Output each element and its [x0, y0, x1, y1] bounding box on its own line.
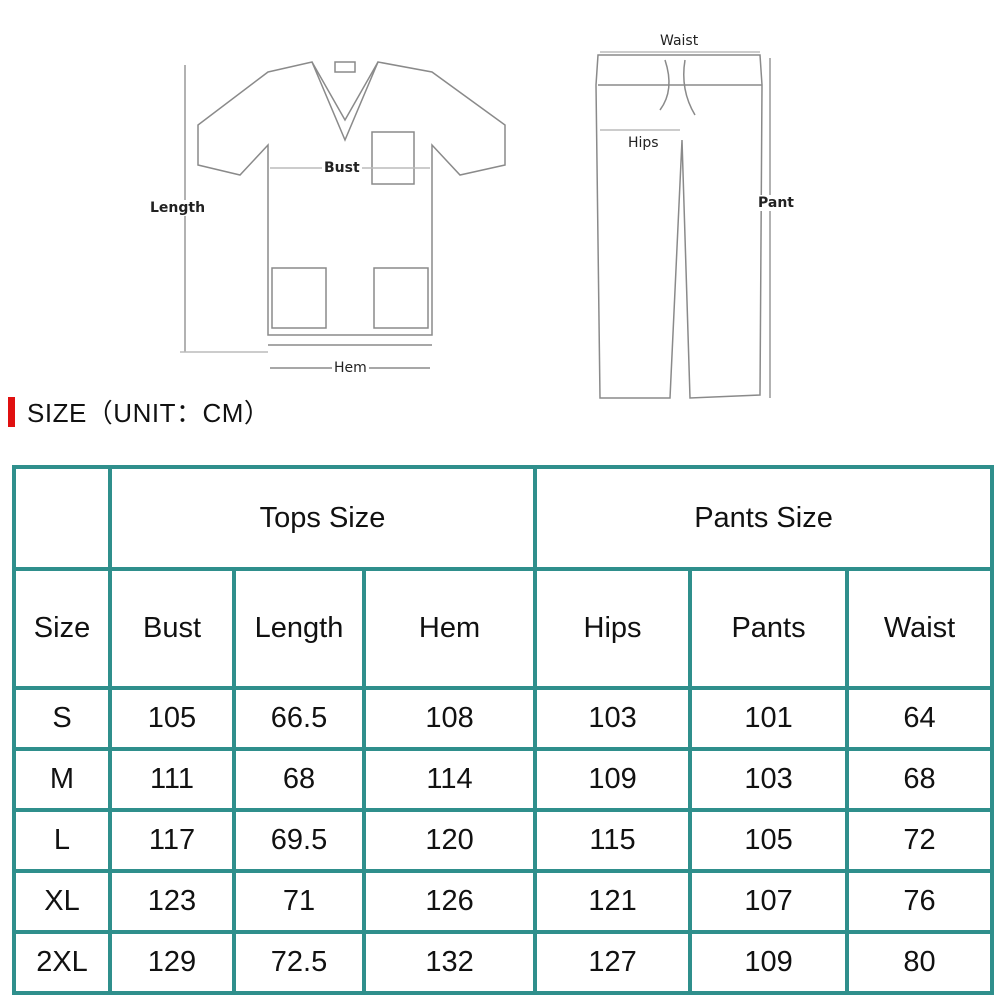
cell-bust: 129 — [108, 929, 236, 996]
size-table: Tops Size Pants Size Size Bust Length Hem Hi… — [12, 464, 995, 996]
size-title: SIZE（UNIT：CM） — [8, 393, 270, 430]
cell-waist: 72 — [845, 807, 995, 873]
pants-size-header: Pants Size — [533, 464, 995, 572]
cell-bust: 111 — [108, 746, 236, 812]
cell-pants: 109 — [688, 929, 850, 996]
cell-size: 2XL — [12, 929, 112, 996]
column-header-waist: Waist — [845, 567, 995, 690]
cell-bust: 117 — [108, 807, 236, 873]
cell-size: S — [12, 685, 112, 751]
column-header-hem: Hem — [361, 567, 538, 690]
cell-size: M — [12, 746, 112, 812]
cell-size: L — [12, 807, 112, 873]
length-label: Length — [148, 200, 208, 216]
cell-hem: 114 — [361, 746, 538, 812]
cell-waist: 76 — [845, 868, 995, 934]
table-row: S 105 66.5 108 103 101 64 — [12, 685, 995, 751]
pants-drawing — [595, 51, 771, 399]
cell-hips: 115 — [533, 807, 693, 873]
cell-hips: 103 — [533, 685, 693, 751]
bust-label: Bust — [322, 160, 362, 176]
cell-bust: 123 — [108, 868, 236, 934]
cell-waist: 80 — [845, 929, 995, 996]
cell-hem: 120 — [361, 807, 538, 873]
size-title-text: SIZE（UNIT：CM） — [27, 398, 271, 428]
tops-size-header: Tops Size — [107, 464, 538, 572]
cell-bust: 105 — [108, 685, 236, 751]
column-header-hips: Hips — [533, 567, 693, 690]
cell-waist: 68 — [845, 746, 995, 812]
cell-pants: 101 — [688, 685, 850, 751]
cell-length: 69.5 — [232, 807, 366, 873]
column-header-row: Size Bust Length Hem Hips Pants Waist — [12, 567, 995, 690]
accent-bar — [8, 396, 15, 427]
cell-pants: 103 — [688, 746, 850, 812]
table-row: 2XL 129 72.5 132 127 109 80 — [12, 929, 995, 996]
cell-length: 72.5 — [232, 929, 366, 996]
empty-cell — [12, 464, 112, 572]
group-header-row: Tops Size Pants Size — [12, 464, 995, 572]
column-header-size: Size — [12, 567, 112, 690]
table-row: L 117 69.5 120 115 105 72 — [12, 807, 995, 873]
cell-length: 68 — [232, 746, 366, 812]
cell-waist: 64 — [845, 685, 995, 751]
table-row: XL 123 71 126 121 107 76 — [12, 868, 995, 934]
cell-size: XL — [12, 868, 112, 934]
waist-label: Waist — [658, 33, 701, 49]
scrub-top-drawing — [180, 61, 506, 369]
cell-hem: 126 — [361, 868, 538, 934]
cell-hem: 132 — [361, 929, 538, 996]
garment-diagram — [180, 51, 771, 399]
cell-hips: 127 — [533, 929, 693, 996]
pant-label: Pant — [756, 195, 796, 211]
hem-label: Hem — [332, 360, 369, 376]
cell-length: 71 — [232, 868, 366, 934]
cell-hips: 121 — [533, 868, 693, 934]
column-header-pants: Pants — [688, 567, 850, 690]
column-header-bust: Bust — [108, 567, 236, 690]
table-row: M 111 68 114 109 103 68 — [12, 746, 995, 812]
cell-hem: 108 — [361, 685, 538, 751]
hips-label: Hips — [626, 135, 661, 151]
cell-pants: 107 — [688, 868, 850, 934]
cell-pants: 105 — [688, 807, 850, 873]
cell-length: 66.5 — [232, 685, 366, 751]
cell-hips: 109 — [533, 746, 693, 812]
column-header-length: Length — [232, 567, 366, 690]
